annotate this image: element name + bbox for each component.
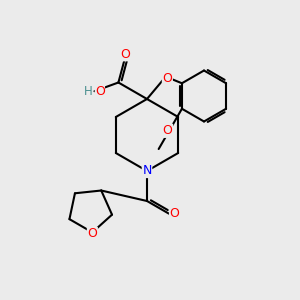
Text: O: O	[95, 85, 105, 98]
Text: O: O	[163, 124, 172, 137]
Text: O: O	[162, 72, 172, 85]
Text: H: H	[84, 85, 93, 98]
Text: O: O	[169, 207, 179, 220]
Text: N: N	[142, 164, 152, 178]
Text: O: O	[120, 48, 130, 61]
Text: O: O	[87, 227, 97, 240]
